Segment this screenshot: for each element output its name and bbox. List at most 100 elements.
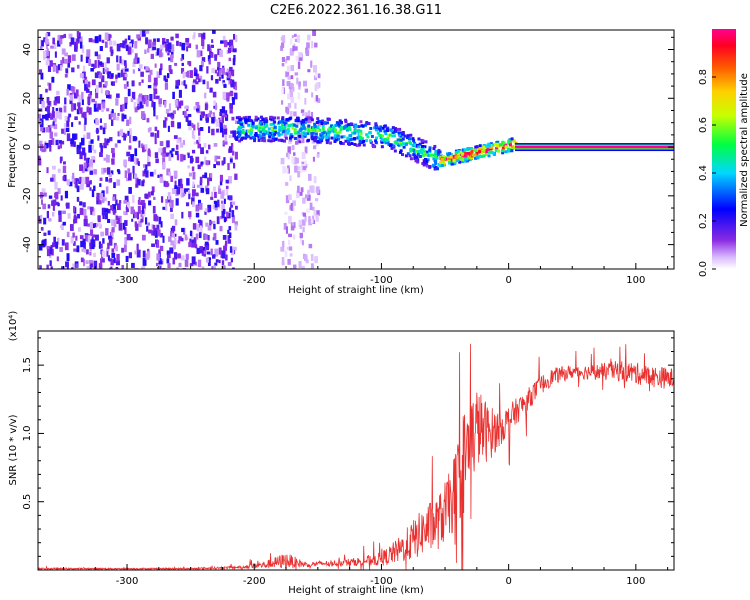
spectrogram-cell	[299, 232, 303, 239]
spectrogram-cell	[38, 144, 42, 148]
spectrogram-cell	[111, 252, 116, 258]
spectrogram-cell	[157, 229, 161, 237]
spectrogram-cell	[290, 65, 295, 71]
spectrogram-cell	[59, 157, 62, 164]
spectrogram-cell	[92, 39, 96, 43]
spectrogram-cell	[299, 224, 302, 229]
spectrogram-cell	[399, 134, 403, 138]
spectrogram-cell	[287, 146, 291, 155]
spectrogram-cell	[55, 139, 59, 146]
spectrogram-cell	[138, 94, 142, 103]
spectrogram-cell	[113, 257, 116, 264]
spectrogram-cell	[294, 102, 297, 109]
spectrogram-cell	[73, 205, 76, 213]
spectrogram-cell	[64, 52, 69, 57]
spectrogram-cell	[295, 124, 299, 128]
spectrogram-cell	[175, 80, 179, 87]
spectrogram-cell	[359, 136, 363, 140]
spectrogram-cell	[214, 262, 218, 266]
spectrogram-cell	[180, 57, 183, 62]
spectrogram-cell	[89, 159, 93, 167]
spectrogram-cell	[107, 218, 111, 223]
spectrogram-cell	[454, 153, 458, 157]
spectrogram-cell	[203, 142, 207, 148]
spectrogram-cell	[401, 132, 405, 136]
spectrogram-cell	[73, 178, 77, 185]
spectrogram-cell	[99, 61, 103, 66]
spectrogram-cell	[271, 131, 275, 135]
spectrogram-cell	[454, 155, 458, 159]
spectrogram-cell	[102, 101, 105, 109]
spectrogram-cell	[117, 139, 121, 144]
spectrogram-cell	[217, 199, 220, 207]
spectrogram-cell	[465, 151, 469, 155]
x-tick-label: 0	[505, 576, 511, 587]
spectrogram-cell	[461, 148, 465, 152]
spectrogram-cell	[214, 54, 218, 61]
spectrogram-cell	[417, 145, 421, 149]
spectrogram-cell	[258, 135, 262, 139]
spectrogram-cell	[135, 158, 139, 165]
spectrogram-cell	[59, 143, 63, 149]
spectrogram-cell	[425, 159, 429, 163]
spectrogram-cell	[84, 168, 88, 172]
spectrogram-cell	[456, 159, 460, 163]
spectrogram-cell	[233, 54, 236, 62]
spectrogram-cell	[55, 110, 60, 119]
spectrogram-cell	[175, 85, 179, 89]
spectrogram-cell	[254, 132, 258, 136]
spectrogram-cell	[174, 252, 178, 260]
spectrogram-cell	[93, 185, 96, 191]
spectrogram-cell	[315, 120, 319, 124]
snr-panel: -300 -200 -100 0 100 0.51.01.5 Height of str…	[8, 311, 675, 596]
spectrogram-cell	[113, 220, 117, 228]
spectrogram-cell	[116, 260, 120, 266]
spectrogram-cell	[228, 175, 232, 184]
spectrogram-cell	[166, 258, 170, 264]
spectrogram-cell	[244, 119, 248, 123]
spectrogram-cell	[297, 170, 301, 178]
spectrogram-x-ticks: -300 -200 -100 0 100	[62, 263, 669, 286]
spectrogram-cell	[40, 72, 44, 80]
spectrogram-cell	[415, 149, 419, 153]
spectrogram-cell	[191, 197, 195, 205]
spectrogram-cell	[58, 107, 63, 113]
spectrogram-cell	[97, 215, 101, 223]
spectrogram-cell	[200, 161, 204, 165]
spectrogram-cell	[325, 121, 329, 125]
spectrogram-cell	[151, 100, 154, 108]
spectrogram-cell	[141, 214, 144, 223]
spectrogram-cell	[126, 233, 131, 241]
spectrogram-cell	[103, 123, 107, 130]
spectrogram-cell	[379, 129, 383, 133]
spectrogram-cell	[415, 155, 419, 159]
spectrogram-cell	[150, 191, 154, 196]
spectrogram-cell	[134, 136, 138, 141]
spectrogram-cell	[281, 119, 285, 123]
spectrogram-cell	[436, 167, 440, 171]
spectrogram-cell	[209, 87, 213, 93]
spectrogram-cell	[66, 133, 71, 142]
spectrogram-cell	[222, 235, 227, 240]
spectrogram-cell	[105, 228, 109, 236]
spectrogram-cell	[286, 80, 291, 87]
spectrogram-cell	[168, 155, 172, 161]
spectrogram-cell	[391, 130, 395, 134]
spectrogram-cell	[158, 49, 163, 58]
spectrogram-cell	[288, 194, 292, 201]
spectrogram-cell	[393, 134, 397, 138]
spectrogram-cell	[168, 65, 172, 72]
spectrogram-cell	[326, 133, 330, 137]
spectrogram-cell	[39, 46, 43, 51]
spectrogram-cell	[204, 172, 208, 179]
spectrogram-cell	[88, 107, 92, 115]
spectrogram-cell	[211, 128, 215, 136]
spectrogram-cell	[191, 256, 196, 265]
spectrogram-cell	[51, 212, 55, 217]
spectrogram-cell	[108, 238, 113, 246]
spectrogram-cell	[492, 143, 496, 147]
spectrogram-cell	[99, 258, 103, 266]
colorbar-ticks: 0.00.20.40.60.8	[698, 69, 716, 277]
spectrogram-cell	[421, 153, 425, 157]
spectrogram-cell	[89, 187, 92, 191]
